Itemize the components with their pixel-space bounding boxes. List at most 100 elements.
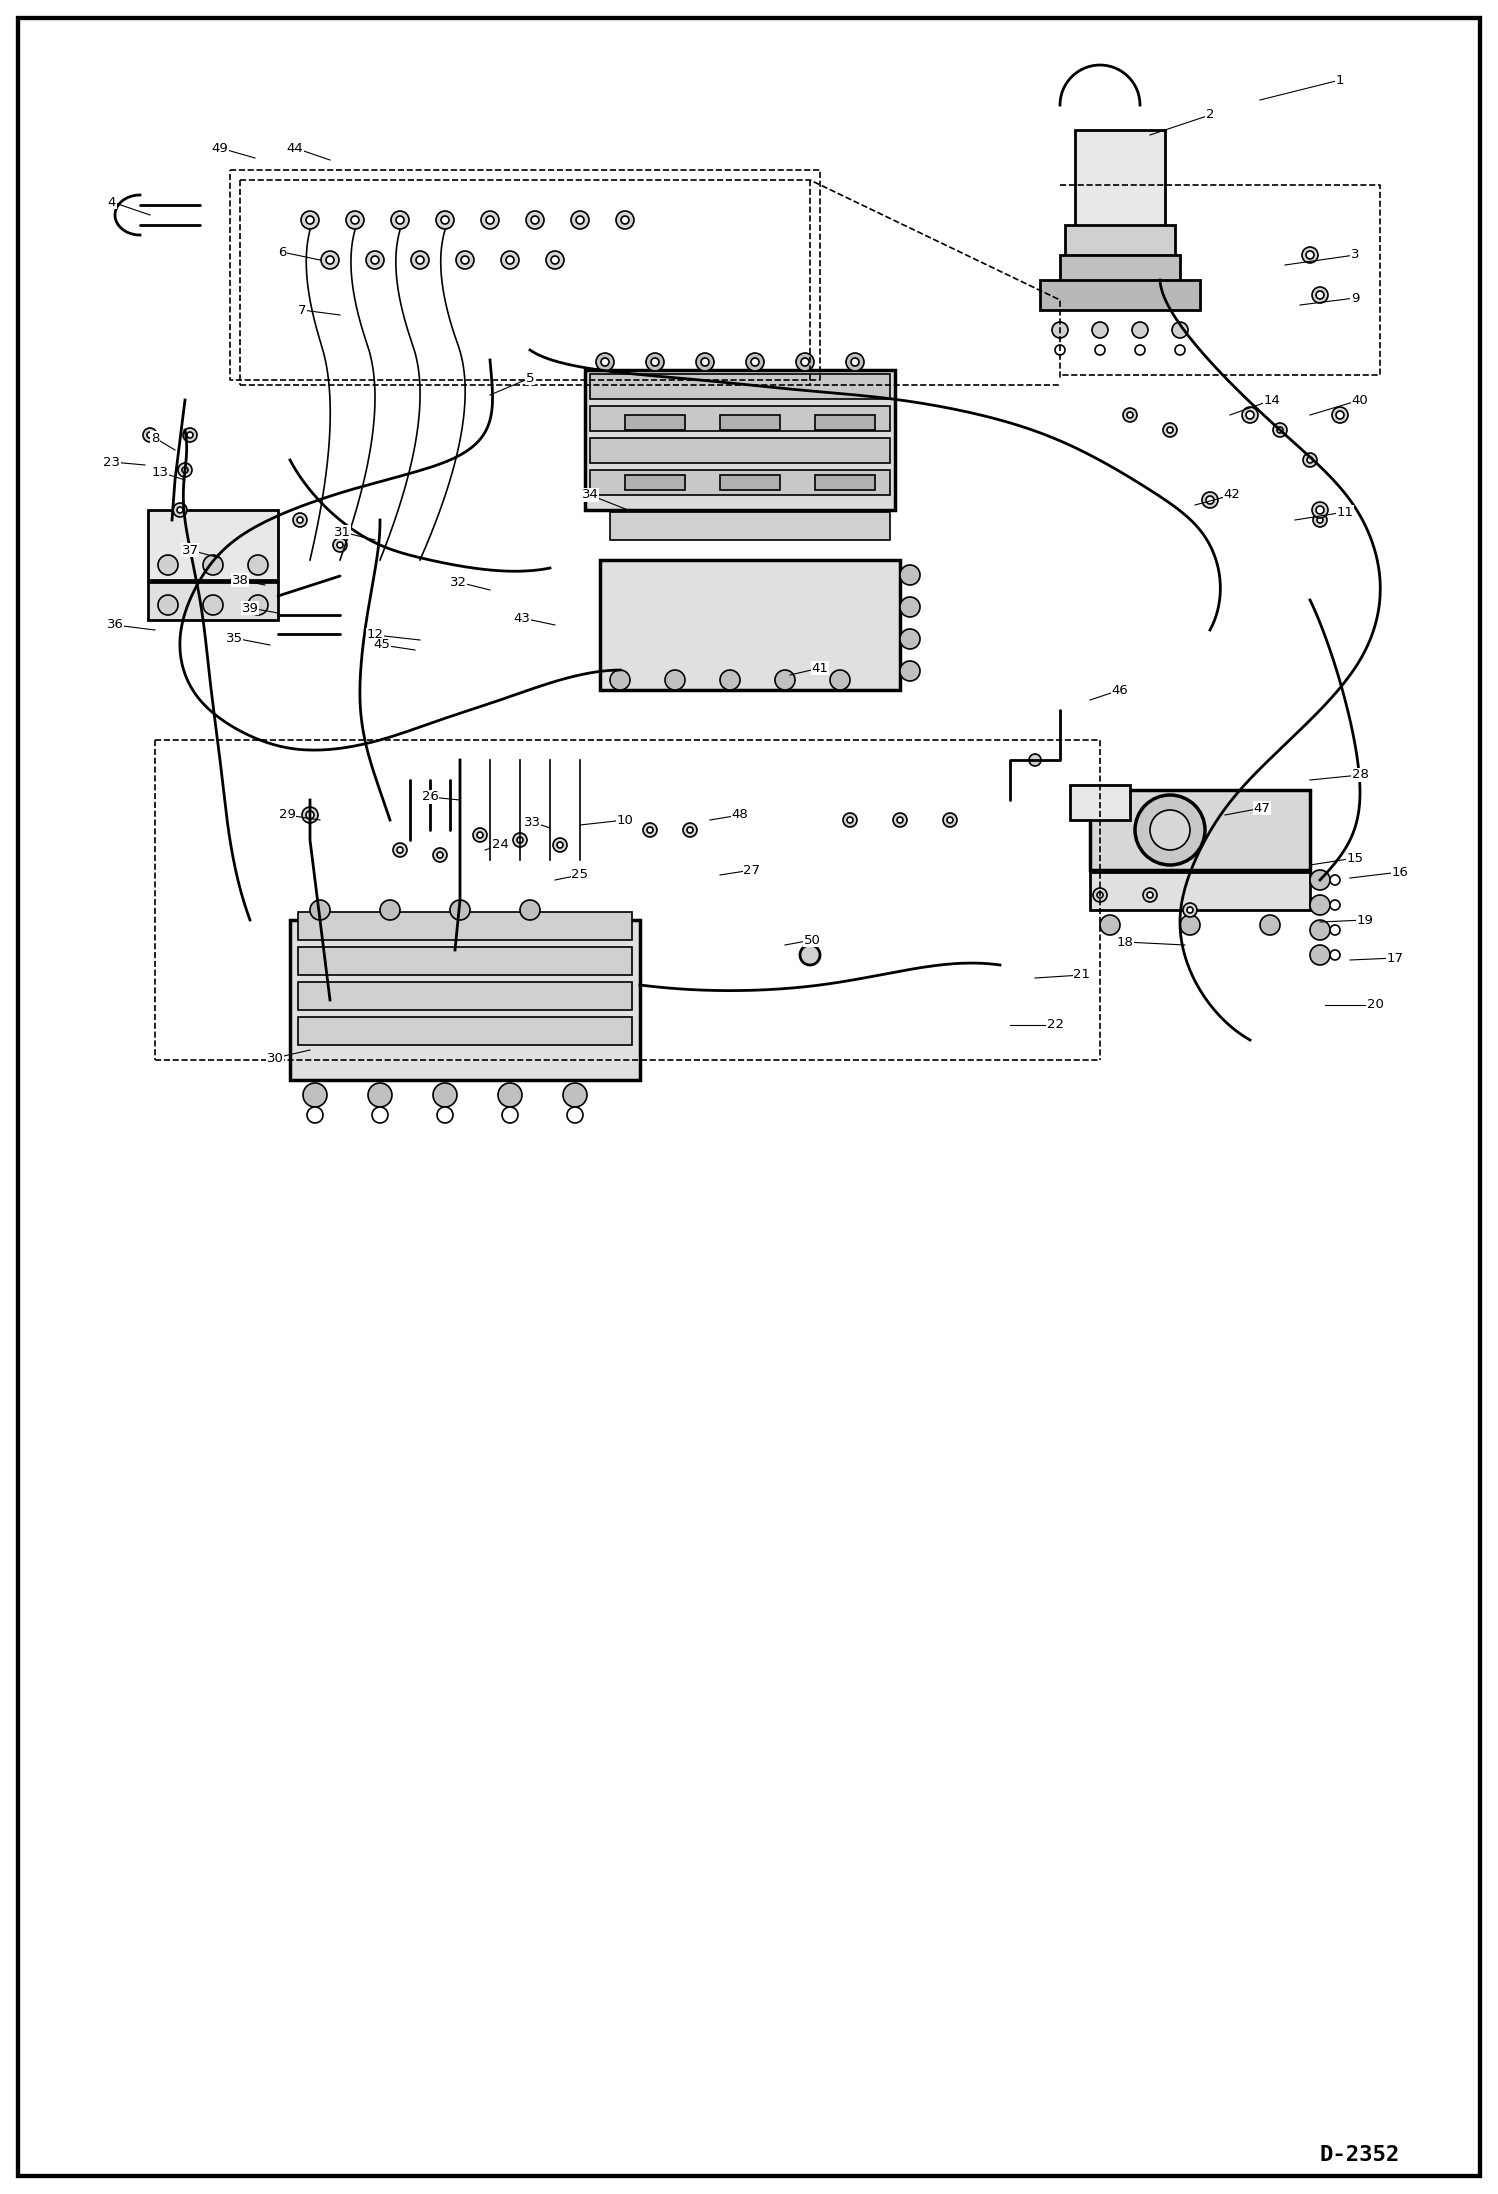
Text: 43: 43 bbox=[514, 612, 530, 625]
Circle shape bbox=[1206, 496, 1213, 505]
Circle shape bbox=[1135, 344, 1144, 355]
Circle shape bbox=[337, 542, 343, 548]
Circle shape bbox=[1094, 889, 1107, 902]
Bar bbox=[721, 474, 780, 489]
Text: 46: 46 bbox=[1112, 685, 1128, 695]
Text: 33: 33 bbox=[523, 816, 541, 829]
Text: 24: 24 bbox=[491, 838, 508, 851]
Circle shape bbox=[1260, 915, 1279, 935]
Circle shape bbox=[1332, 408, 1348, 423]
Bar bbox=[148, 581, 279, 621]
Circle shape bbox=[142, 428, 157, 441]
Text: 47: 47 bbox=[1254, 801, 1270, 814]
Bar bbox=[298, 913, 632, 939]
Circle shape bbox=[1029, 755, 1041, 766]
Text: 28: 28 bbox=[1351, 768, 1369, 781]
Bar bbox=[610, 511, 890, 540]
Circle shape bbox=[204, 555, 223, 575]
Text: 6: 6 bbox=[277, 246, 286, 259]
Circle shape bbox=[830, 669, 849, 689]
Bar bbox=[298, 948, 632, 974]
Circle shape bbox=[455, 250, 473, 270]
Circle shape bbox=[327, 257, 334, 263]
Circle shape bbox=[1174, 344, 1185, 355]
Circle shape bbox=[1276, 428, 1282, 432]
Text: 12: 12 bbox=[367, 627, 383, 641]
Text: 41: 41 bbox=[812, 663, 828, 674]
Circle shape bbox=[1124, 408, 1137, 421]
Text: D-2352: D-2352 bbox=[1320, 2146, 1401, 2165]
Circle shape bbox=[351, 215, 360, 224]
Circle shape bbox=[380, 900, 400, 919]
Circle shape bbox=[571, 211, 589, 228]
Circle shape bbox=[893, 814, 906, 827]
Circle shape bbox=[551, 257, 559, 263]
Text: 2: 2 bbox=[1206, 108, 1215, 121]
Text: 14: 14 bbox=[1263, 393, 1281, 406]
Circle shape bbox=[750, 358, 759, 366]
Circle shape bbox=[1317, 507, 1324, 513]
Circle shape bbox=[900, 660, 920, 680]
Circle shape bbox=[801, 358, 809, 366]
Text: 19: 19 bbox=[1357, 913, 1374, 926]
Circle shape bbox=[157, 555, 178, 575]
Bar bbox=[1076, 129, 1165, 230]
Circle shape bbox=[500, 250, 518, 270]
Text: 42: 42 bbox=[1224, 489, 1240, 502]
Circle shape bbox=[1273, 423, 1287, 437]
Circle shape bbox=[461, 257, 469, 263]
Bar bbox=[625, 415, 685, 430]
Circle shape bbox=[307, 1108, 324, 1123]
Bar bbox=[1065, 226, 1174, 261]
Text: 48: 48 bbox=[731, 810, 749, 821]
Text: 45: 45 bbox=[373, 638, 391, 652]
Circle shape bbox=[851, 358, 858, 366]
Text: 16: 16 bbox=[1392, 864, 1408, 878]
Circle shape bbox=[1306, 250, 1314, 259]
Circle shape bbox=[1330, 875, 1341, 884]
Circle shape bbox=[517, 836, 523, 842]
Circle shape bbox=[392, 842, 407, 858]
Circle shape bbox=[688, 827, 694, 834]
Circle shape bbox=[545, 250, 565, 270]
Circle shape bbox=[294, 513, 307, 527]
Circle shape bbox=[321, 250, 339, 270]
Circle shape bbox=[181, 467, 189, 474]
Circle shape bbox=[306, 812, 315, 818]
Circle shape bbox=[506, 257, 514, 263]
Circle shape bbox=[395, 215, 404, 224]
Circle shape bbox=[1162, 423, 1177, 437]
Text: 4: 4 bbox=[108, 195, 117, 208]
Circle shape bbox=[249, 555, 268, 575]
Circle shape bbox=[1095, 344, 1106, 355]
Text: 10: 10 bbox=[617, 814, 634, 827]
Circle shape bbox=[1055, 344, 1065, 355]
Text: 23: 23 bbox=[103, 456, 120, 470]
Text: 30: 30 bbox=[267, 1051, 283, 1064]
Text: 27: 27 bbox=[743, 864, 761, 875]
Circle shape bbox=[485, 215, 494, 224]
Bar bbox=[1040, 281, 1200, 309]
Text: 32: 32 bbox=[449, 575, 466, 588]
Circle shape bbox=[433, 1084, 457, 1108]
Circle shape bbox=[1143, 889, 1156, 902]
Circle shape bbox=[1317, 292, 1324, 298]
Bar bbox=[815, 474, 875, 489]
Circle shape bbox=[372, 1108, 388, 1123]
Text: 17: 17 bbox=[1387, 952, 1404, 965]
Circle shape bbox=[900, 597, 920, 617]
Circle shape bbox=[1180, 915, 1200, 935]
Circle shape bbox=[697, 353, 715, 371]
Circle shape bbox=[568, 1108, 583, 1123]
Text: 21: 21 bbox=[1074, 968, 1091, 981]
Circle shape bbox=[652, 358, 659, 366]
Circle shape bbox=[303, 1084, 327, 1108]
Circle shape bbox=[172, 502, 187, 518]
Circle shape bbox=[683, 823, 697, 836]
Bar bbox=[298, 1018, 632, 1044]
Circle shape bbox=[204, 595, 223, 614]
Bar bbox=[1091, 871, 1309, 911]
Circle shape bbox=[665, 669, 685, 689]
Bar bbox=[1091, 790, 1309, 871]
Circle shape bbox=[157, 595, 178, 614]
